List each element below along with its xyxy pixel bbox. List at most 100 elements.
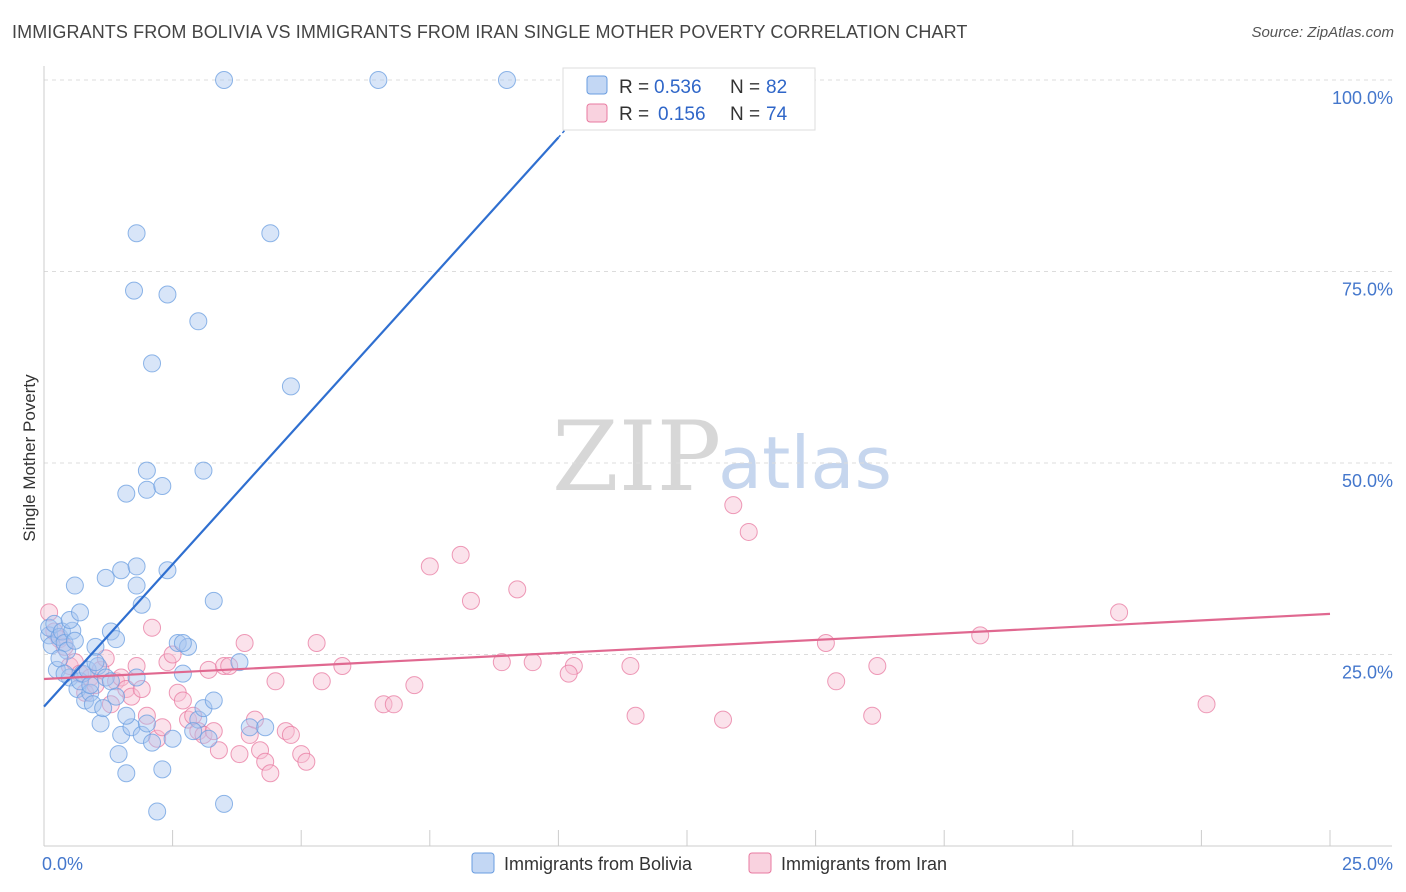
point-bolivia (117, 764, 136, 783)
point-bolivia (107, 630, 126, 649)
point-iran (508, 580, 527, 599)
point-iran (251, 741, 270, 760)
point-bolivia (96, 568, 115, 587)
point-bolivia (60, 611, 79, 630)
point-bolivia (199, 729, 218, 748)
point-bolivia (58, 641, 77, 660)
point-bolivia (215, 794, 234, 813)
point-bolivia (55, 664, 74, 683)
legend-r-label-iran: R = (619, 104, 649, 125)
y-tick-label-75: 75.0% (1342, 280, 1393, 300)
point-bolivia (143, 733, 162, 752)
legend-stats: R = 0.536 N = 82 R = 0.156 N = 74 (562, 67, 816, 131)
watermark: ZIP atlas (552, 401, 892, 513)
trend-line-bolivia (43, 136, 560, 708)
legend-swatch-bolivia (586, 75, 608, 95)
point-bolivia (240, 718, 259, 737)
point-bolivia (112, 725, 131, 744)
point-bolivia (94, 699, 113, 718)
point-bolivia (50, 649, 69, 668)
point-iran (261, 764, 280, 783)
point-iran (297, 752, 316, 771)
axes: 0.0% 25.0% (42, 66, 1393, 874)
point-bolivia (81, 676, 100, 695)
point-iran (96, 649, 115, 668)
point-bolivia (173, 634, 192, 653)
point-bolivia (122, 718, 141, 737)
point-iran (163, 645, 182, 664)
legend-series: Immigrants from Bolivia Immigrants from … (471, 852, 947, 874)
point-iran (405, 676, 424, 695)
point-iran (868, 656, 887, 675)
point-iran (209, 741, 228, 760)
series-iran-points (40, 496, 1216, 783)
legend-n-value-iran: 74 (766, 104, 788, 125)
point-iran (333, 656, 352, 675)
point-bolivia (497, 71, 516, 89)
point-bolivia (117, 484, 136, 503)
point-iran (173, 691, 192, 710)
point-iran (307, 634, 326, 653)
point-bolivia (168, 634, 187, 653)
legend-r-value-iran: 0.156 (658, 104, 706, 125)
point-bolivia (194, 699, 213, 718)
point-bolivia (91, 714, 110, 733)
point-bolivia (86, 653, 105, 672)
point-bolivia (125, 281, 144, 300)
point-bolivia (256, 718, 275, 737)
series-bolivia-points (40, 71, 516, 821)
point-bolivia (194, 461, 213, 480)
point-iran (374, 695, 393, 714)
point-bolivia (158, 285, 177, 304)
point-bolivia (143, 354, 162, 373)
y-tick-label-50: 50.0% (1342, 471, 1393, 491)
point-iran (143, 618, 162, 637)
point-iran (451, 545, 470, 564)
source-label: Source: ZipAtlas.com (1251, 24, 1394, 41)
point-bolivia (78, 660, 97, 679)
point-iran (1110, 603, 1129, 622)
point-iran (816, 634, 835, 653)
gridlines: 25.0% 50.0% 75.0% 100.0% (44, 79, 1393, 683)
point-iran (132, 679, 151, 698)
point-bolivia (184, 722, 203, 741)
point-bolivia (369, 71, 388, 89)
point-iran (384, 695, 403, 714)
point-iran (863, 706, 882, 725)
point-bolivia (127, 668, 146, 687)
point-bolivia (127, 576, 146, 595)
x-tick-label-max: 25.0% (1342, 854, 1393, 874)
legend-bottom-label-iran: Immigrants from Iran (781, 854, 947, 874)
legend-bottom-swatch-bolivia (471, 852, 495, 874)
point-bolivia (71, 603, 90, 622)
point-iran (827, 672, 846, 691)
point-bolivia (83, 695, 102, 714)
point-iran (312, 672, 331, 691)
point-bolivia (137, 461, 156, 480)
point-bolivia (153, 760, 172, 779)
point-iran (739, 522, 758, 541)
y-tick-label-25: 25.0% (1342, 663, 1393, 683)
point-iran (112, 668, 131, 687)
point-iran (724, 496, 743, 515)
point-iran (621, 656, 640, 675)
y-tick-label-100: 100.0% (1332, 88, 1393, 108)
legend-n-value-bolivia: 82 (766, 77, 787, 98)
point-bolivia (65, 631, 84, 650)
chart-title: IMMIGRANTS FROM BOLIVIA VS IMMIGRANTS FR… (12, 22, 968, 42)
point-bolivia (148, 802, 167, 821)
x-tick-label-min: 0.0% (42, 854, 83, 874)
point-iran (714, 710, 733, 729)
point-iran (492, 653, 511, 672)
legend-bottom-swatch-iran (748, 852, 772, 874)
point-bolivia (112, 561, 131, 580)
point-iran (40, 603, 59, 622)
trend-line-iran (43, 612, 1331, 681)
point-iran (523, 653, 542, 672)
point-iran (153, 718, 172, 737)
point-bolivia (281, 377, 300, 396)
point-bolivia (261, 224, 280, 243)
point-bolivia (109, 745, 128, 764)
point-bolivia (204, 591, 223, 610)
